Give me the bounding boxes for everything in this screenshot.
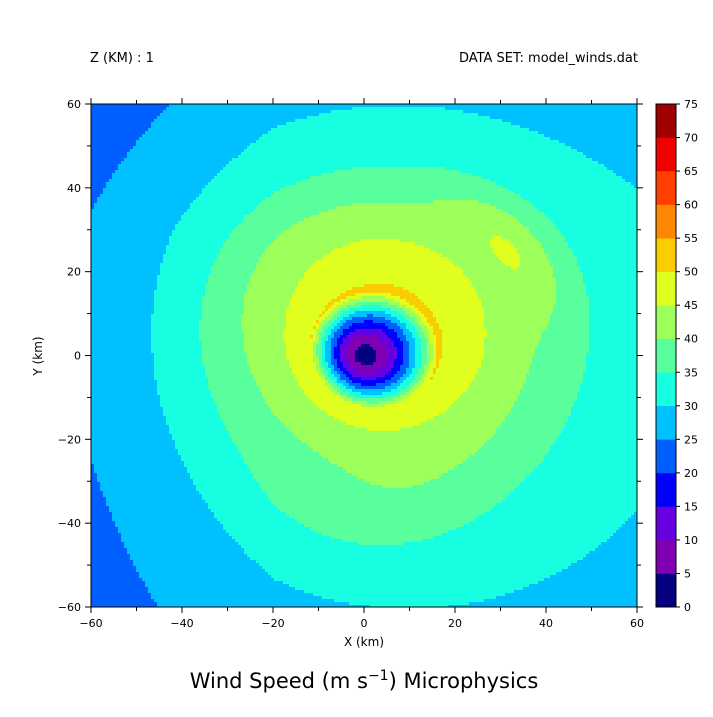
y-tick-label: −60 (58, 601, 81, 614)
colorbar-label: 35 (684, 366, 698, 379)
y-tick-label: 40 (67, 182, 81, 195)
x-tick-label: 40 (539, 617, 553, 630)
colorbar-swatch (656, 338, 676, 373)
y-tick-label: −40 (58, 517, 81, 530)
colorbar: 0 5 10 15 20 25 30 35 40 45 50 55 60 65 70 75 (655, 98, 698, 614)
y-tick-label: 0 (74, 350, 81, 363)
colorbar-label: 70 (684, 132, 698, 145)
title-exponent: −1 (368, 668, 389, 684)
colorbar-label: 25 (684, 433, 698, 446)
colorbar-swatch (656, 271, 676, 306)
colorbar-label: 40 (684, 333, 698, 346)
colorbar-swatch (656, 506, 676, 541)
colorbar-label: 75 (684, 98, 698, 111)
x-tick-label: −40 (170, 617, 193, 630)
colorbar-swatch (656, 171, 676, 205)
y-axis: −60 −40 −20 0 20 40 60 (58, 98, 643, 614)
contour-plot-area (90, 103, 638, 608)
colorbar-label: 60 (684, 199, 698, 212)
colorbar-label: 45 (684, 299, 698, 312)
x-tick-label: 0 (361, 617, 368, 630)
colorbar-label: 30 (684, 400, 698, 413)
dataset-label: DATA SET: model_winds.dat (459, 51, 638, 66)
title-main: Wind Speed (m s (190, 669, 368, 693)
contour-fill (91, 104, 637, 607)
colorbar-label: 55 (684, 232, 698, 245)
colorbar-swatch (656, 104, 676, 138)
colorbar-label: 0 (684, 601, 691, 614)
colorbar-swatch (656, 405, 676, 440)
colorbar-label: 65 (684, 165, 698, 178)
title-tail: ) Microphysics (389, 669, 539, 693)
colorbar-label: 50 (684, 266, 698, 279)
colorbar-swatch (656, 472, 676, 507)
colorbar-swatch (656, 539, 676, 574)
y-tick-label: −20 (58, 433, 81, 446)
colorbar-swatch (656, 439, 676, 474)
y-tick-label: 60 (67, 98, 81, 111)
colorbar-swatch (656, 204, 676, 239)
x-tick-label: 20 (448, 617, 462, 630)
colorbar-swatch (656, 573, 676, 608)
y-tick-label: 20 (67, 266, 81, 279)
colorbar-swatch (656, 372, 676, 407)
colorbar-label: 10 (684, 534, 698, 547)
x-axis: −60 −40 −20 0 20 40 60 (79, 98, 644, 630)
x-tick-label: −60 (79, 617, 102, 630)
colorbar-frame (655, 103, 677, 608)
level-label: Z (KM) : 1 (90, 51, 154, 66)
x-tick-label: 60 (630, 617, 644, 630)
colorbar-swatch (656, 238, 676, 272)
colorbar-swatch (656, 137, 676, 172)
chart-title: Wind Speed (m s−1) Microphysics (190, 668, 539, 693)
x-axis-label: X (km) (344, 635, 384, 649)
colorbar-label: 5 (684, 567, 691, 580)
colorbar-label: 15 (684, 500, 698, 513)
colorbar-label: 20 (684, 467, 698, 480)
colorbar-swatch (656, 305, 676, 340)
y-axis-label: Y (km) (31, 336, 45, 376)
x-tick-label: −20 (261, 617, 284, 630)
